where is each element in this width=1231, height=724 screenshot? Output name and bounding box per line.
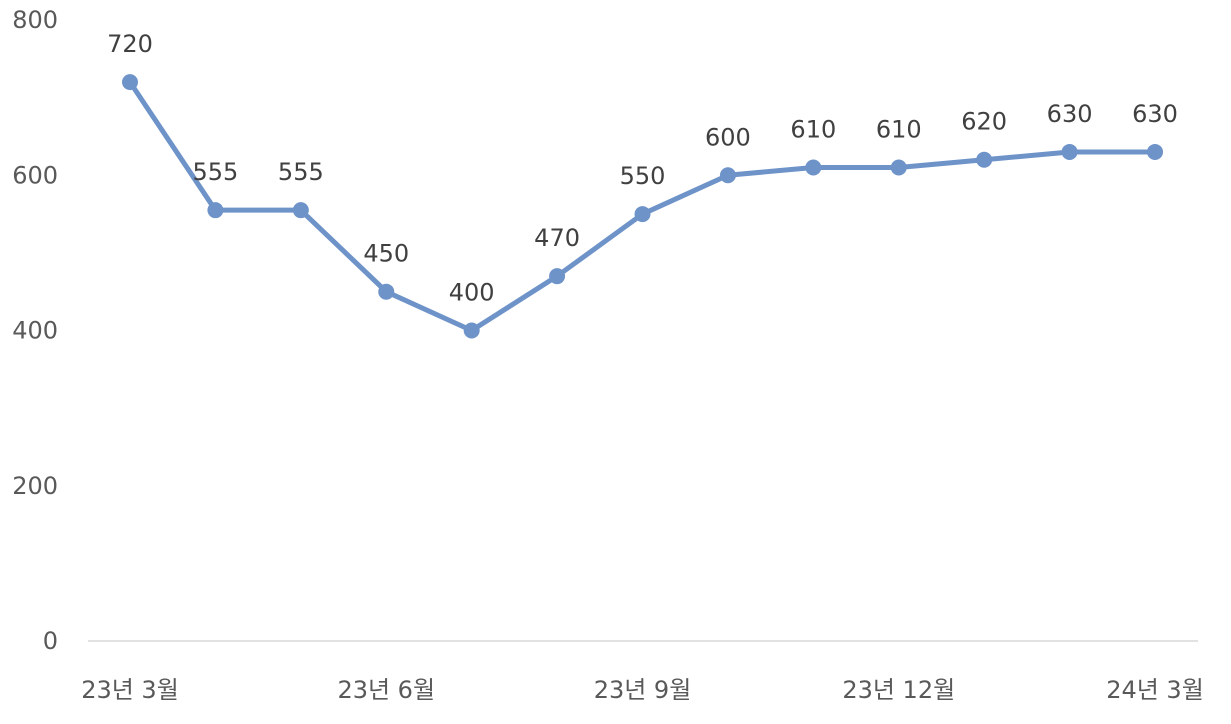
data-point — [207, 202, 224, 219]
data-label: 720 — [107, 30, 153, 58]
data-point — [1061, 143, 1078, 160]
data-label: 555 — [278, 158, 324, 186]
data-label: 620 — [961, 108, 1007, 136]
x-tick-label: 24년 3월 — [1106, 676, 1204, 704]
data-point — [378, 283, 395, 300]
data-label: 450 — [363, 240, 409, 268]
x-tick-label: 23년 3월 — [81, 676, 179, 704]
data-label: 400 — [449, 279, 495, 307]
y-axis-tick-labels: 0 200 400 600 800 — [12, 6, 58, 655]
y-tick-label: 400 — [12, 317, 58, 345]
x-tick-label: 23년 12월 — [842, 676, 955, 704]
data-point — [122, 74, 138, 91]
data-point — [890, 159, 907, 176]
data-point — [1147, 143, 1163, 160]
y-tick-label: 200 — [12, 472, 58, 500]
data-labels: 720 555 555 450 400 470 550 600 610 610 620 630 630 — [107, 30, 1178, 306]
data-point — [292, 202, 309, 219]
data-label: 630 — [1132, 100, 1178, 128]
data-point — [549, 268, 566, 285]
data-label: 630 — [1047, 100, 1093, 128]
data-point — [463, 322, 480, 339]
y-tick-label: 800 — [12, 6, 58, 34]
data-point — [634, 206, 651, 223]
data-point — [976, 151, 993, 168]
x-axis-tick-labels: 23년 3월 23년 6월 23년 9월 23년 12월 24년 3월 — [81, 676, 1204, 704]
data-point — [719, 167, 736, 184]
x-tick-label: 23년 9월 — [594, 676, 692, 704]
data-label: 550 — [620, 162, 666, 190]
data-label: 555 — [193, 158, 239, 186]
data-label: 470 — [534, 224, 580, 252]
series-points — [122, 74, 1163, 339]
data-label: 610 — [790, 115, 836, 143]
y-tick-label: 0 — [43, 627, 58, 655]
x-tick-label: 23년 6월 — [337, 676, 435, 704]
data-point — [805, 159, 822, 176]
y-tick-label: 600 — [12, 161, 58, 189]
data-label: 600 — [705, 123, 751, 151]
data-label: 610 — [876, 115, 922, 143]
